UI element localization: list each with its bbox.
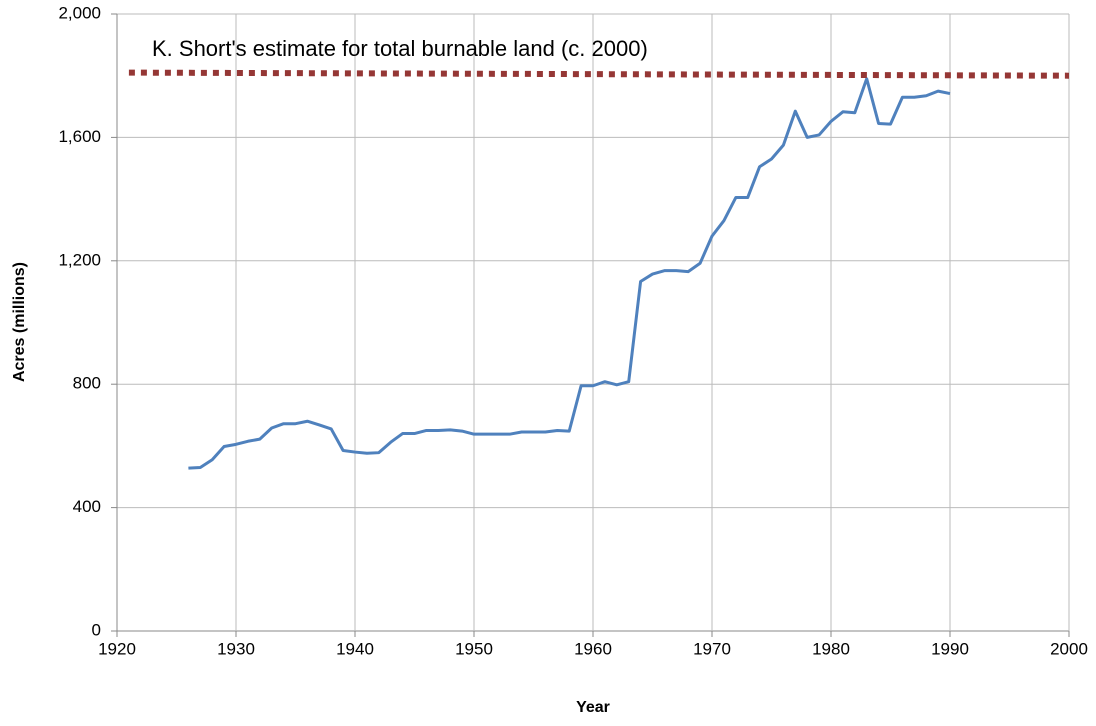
x-tick-label: 1920: [98, 639, 136, 658]
y-axis-title: Acres (millions): [11, 262, 28, 382]
x-tick-label: 1960: [574, 639, 612, 658]
x-tick-label: 1990: [931, 639, 969, 658]
x-tick-label: 1940: [336, 639, 374, 658]
reference-line: [128, 69, 1070, 79]
y-tick-label: 0: [92, 620, 101, 639]
x-tick-label: 1950: [455, 639, 493, 658]
data-line: [188, 77, 951, 470]
y-tick-label: 400: [73, 497, 101, 516]
annotation: K. Short's estimate for total burnable l…: [152, 36, 648, 61]
x-tick-label: 1980: [812, 639, 850, 658]
y-tick-label: 1,600: [58, 127, 101, 146]
x-tick-label: 1930: [217, 639, 255, 658]
x-tick-label: 2000: [1050, 639, 1088, 658]
x-tick-label: 1970: [693, 639, 731, 658]
y-tick-label: 2,000: [58, 3, 101, 22]
x-axis-title: Year: [576, 699, 610, 716]
y-tick-label: 1,200: [58, 250, 101, 269]
y-tick-label: 800: [73, 374, 101, 393]
